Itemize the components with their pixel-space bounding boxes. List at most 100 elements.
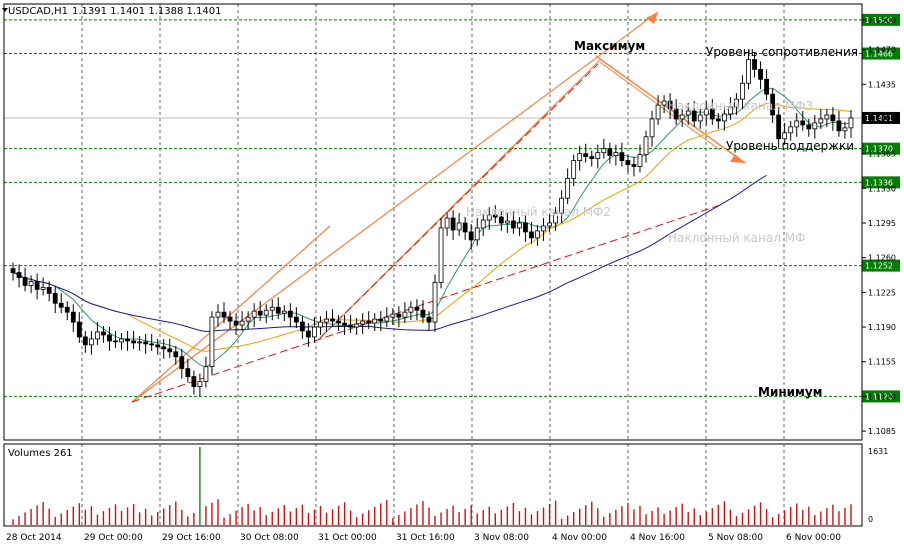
minimum-label: Минимум <box>758 385 823 399</box>
candle-body <box>185 368 191 377</box>
y-tick-label: 1.1295 <box>868 219 896 228</box>
current-price-label: 1.1401 <box>865 114 893 123</box>
candle-body <box>830 114 836 122</box>
candle-body <box>703 108 709 116</box>
candle-body <box>649 118 655 138</box>
maximum-label: Максимум <box>574 39 645 53</box>
candle-body <box>191 376 197 387</box>
candle-body <box>299 321 305 332</box>
channel-mf-line <box>131 225 331 403</box>
y-tick-label: 1.1330 <box>868 184 896 193</box>
candle-body <box>312 326 317 338</box>
channel-arrow-up <box>646 12 658 24</box>
y-tick-label: 1.1470 <box>868 46 896 55</box>
candle-body <box>390 313 396 318</box>
candle-body <box>752 59 757 70</box>
candle-body <box>318 321 323 328</box>
candle-body <box>794 120 800 128</box>
level-label: 1.1466 <box>865 50 893 59</box>
candle-body <box>76 321 82 338</box>
level-label-box <box>862 13 900 26</box>
candle-body <box>40 286 46 290</box>
candle-body <box>529 231 534 239</box>
x-tick-label: 30 Oct 08:00 <box>240 533 299 543</box>
candle-body <box>685 110 691 116</box>
volume-axis-max: 1631 <box>868 447 888 456</box>
candle-body <box>462 222 468 233</box>
candle-body <box>167 348 173 353</box>
candles <box>10 49 854 397</box>
candle-body <box>468 231 474 241</box>
candle-body <box>595 152 601 159</box>
level-label: 1.1370 <box>865 145 893 154</box>
y-tick-label: 1.1085 <box>868 427 896 436</box>
current-price-box <box>862 111 900 124</box>
volume-pane-frame <box>3 443 863 527</box>
candle-body <box>776 114 782 140</box>
candle-body <box>565 177 571 199</box>
x-tick-label: 5 Nov 08:00 <box>708 533 763 543</box>
candle-body <box>709 108 715 120</box>
axes: 28 Oct 2014 29 Oct 00:00 29 Oct 16:00 30 Oc… <box>2 3 896 543</box>
candle-body <box>348 324 354 328</box>
candle-body <box>366 320 372 324</box>
candle-body <box>119 338 124 343</box>
candle-body <box>673 108 679 120</box>
x-tick-label: 4 Nov 16:00 <box>630 533 685 543</box>
x-tick-label: 3 Nov 08:00 <box>474 533 529 543</box>
candle-body <box>504 220 510 224</box>
x-tick-label: 6 Nov 00:00 <box>786 533 841 543</box>
candle-body <box>661 100 667 106</box>
candle-body <box>245 316 251 322</box>
y-tick-label: 1.1435 <box>868 80 896 89</box>
level-label: 1.1252 <box>865 262 893 271</box>
candle-body <box>824 114 830 120</box>
level-label-box <box>862 47 900 60</box>
candle-body <box>806 124 812 130</box>
candle-body <box>613 152 619 157</box>
candle-body <box>450 217 456 231</box>
candle-body <box>16 272 22 278</box>
x-tick-label: 31 Oct 16:00 <box>396 533 455 543</box>
candle-body <box>492 214 498 218</box>
y-tick-label: 1.1155 <box>868 358 896 367</box>
candle-body <box>354 323 360 328</box>
y-tick-label: 1.1365 <box>868 150 896 159</box>
candle-body <box>498 216 504 224</box>
candle-body <box>655 104 661 120</box>
candle-body <box>137 341 143 344</box>
level-label-box <box>862 142 900 155</box>
candle-body <box>149 343 155 346</box>
candle-body <box>82 336 88 346</box>
level-label: 1.1500 <box>865 16 893 25</box>
candle-body <box>631 164 637 167</box>
candle-body <box>52 292 58 304</box>
ma-slow-line <box>12 174 767 333</box>
volumes-label: Volumes 261 <box>8 448 73 459</box>
candle-body <box>559 197 565 214</box>
y-tick-label: 1.1500 <box>868 16 896 25</box>
candle-body <box>607 148 613 157</box>
candle-body <box>360 320 366 325</box>
candle-body <box>764 78 769 95</box>
candle-body <box>221 311 227 318</box>
candle-body <box>378 318 384 322</box>
candle-body <box>432 282 438 323</box>
candle-body <box>46 286 52 294</box>
candle-body <box>728 106 733 115</box>
candle-body <box>842 127 848 132</box>
level-label: 1.1336 <box>865 178 893 187</box>
candle-body <box>101 331 106 336</box>
grid <box>81 4 785 526</box>
chart-title-ohlc: 1.1391 1.1401 1.1388 1.1401 <box>72 6 222 17</box>
candle-body <box>583 153 589 158</box>
candle-body <box>643 136 649 156</box>
candle-body <box>293 316 299 323</box>
y-tick-label: 1.1190 <box>868 323 896 332</box>
candle-body <box>734 98 739 108</box>
y-tick-label: 1.1401 <box>868 114 896 123</box>
channel-red-dashed-upper <box>319 63 599 339</box>
channel-mf2-label: Наклонный канал МФ2 <box>466 205 611 219</box>
